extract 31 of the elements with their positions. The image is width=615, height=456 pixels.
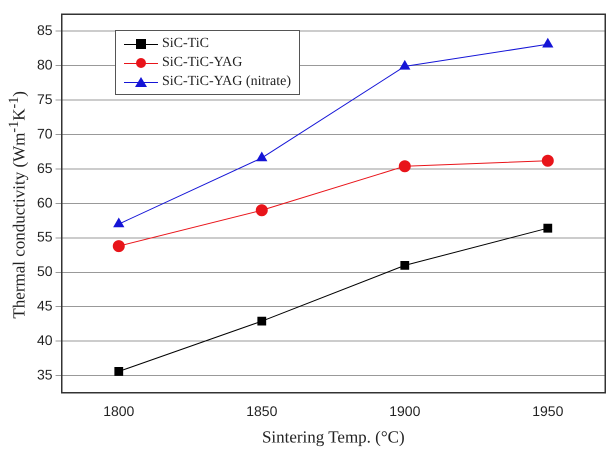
point	[400, 260, 410, 270]
point	[114, 367, 124, 376]
y-tick-label: 50	[36, 263, 53, 280]
y-tick-label: 75	[36, 90, 53, 107]
y-tick-label: 40	[36, 332, 53, 348]
y-tick-label: 80	[36, 56, 53, 73]
y-tick-label: 65	[36, 160, 53, 176]
point	[543, 224, 552, 233]
y-tick-label: 35	[36, 366, 53, 382]
x-tick-label: 1800	[103, 403, 135, 420]
x-axis-title: Sintering Temp. (°C)	[262, 427, 405, 446]
point	[256, 204, 268, 216]
y-tick-label: 85	[36, 22, 53, 38]
y-tick-label: 70	[36, 125, 53, 142]
point	[542, 38, 554, 48]
legend-label: SiC-TiC	[162, 36, 209, 52]
point	[400, 60, 410, 70]
y-tick-label: 55	[36, 228, 53, 245]
x-tick-label: 1950	[532, 403, 564, 420]
point	[257, 316, 266, 326]
point	[256, 152, 268, 162]
point	[114, 218, 124, 228]
y-tick-label: 60	[36, 194, 53, 210]
legend-label: SiC-TiC-YAG (nitrate)	[162, 74, 291, 90]
point	[398, 160, 411, 172]
x-tick-label: 1850	[246, 403, 278, 420]
x-tick-label: 1900	[389, 403, 421, 420]
legend-label: SiC-TiC-YAG	[162, 54, 242, 70]
y-tick-label: 45	[36, 298, 53, 314]
point	[112, 240, 125, 252]
point	[542, 154, 554, 167]
